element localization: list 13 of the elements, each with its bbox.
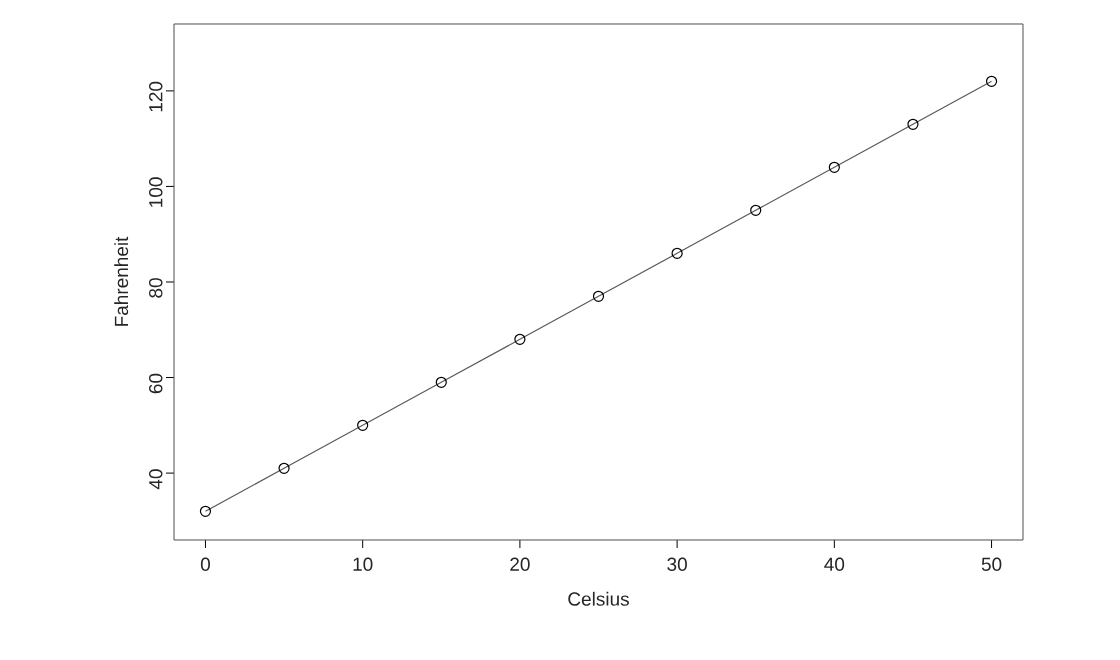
x-tick-label: 50 xyxy=(981,557,1002,571)
y-tick-label: 120 xyxy=(149,81,163,112)
y-tick-label: 60 xyxy=(149,373,163,394)
y-axis-title: Fahrenheit xyxy=(114,236,129,326)
x-tick-label: 30 xyxy=(667,557,687,571)
y-tick-label: 100 xyxy=(149,177,163,207)
x-axis-title: Celsius xyxy=(568,591,629,606)
x-tick-label: 20 xyxy=(510,557,530,571)
x-tick-label: 40 xyxy=(824,557,845,571)
y-tick-label: 40 xyxy=(149,469,163,490)
x-tick-label: 0 xyxy=(200,557,210,571)
y-tick-label: 80 xyxy=(149,278,163,298)
x-tick-label: 10 xyxy=(353,557,373,571)
